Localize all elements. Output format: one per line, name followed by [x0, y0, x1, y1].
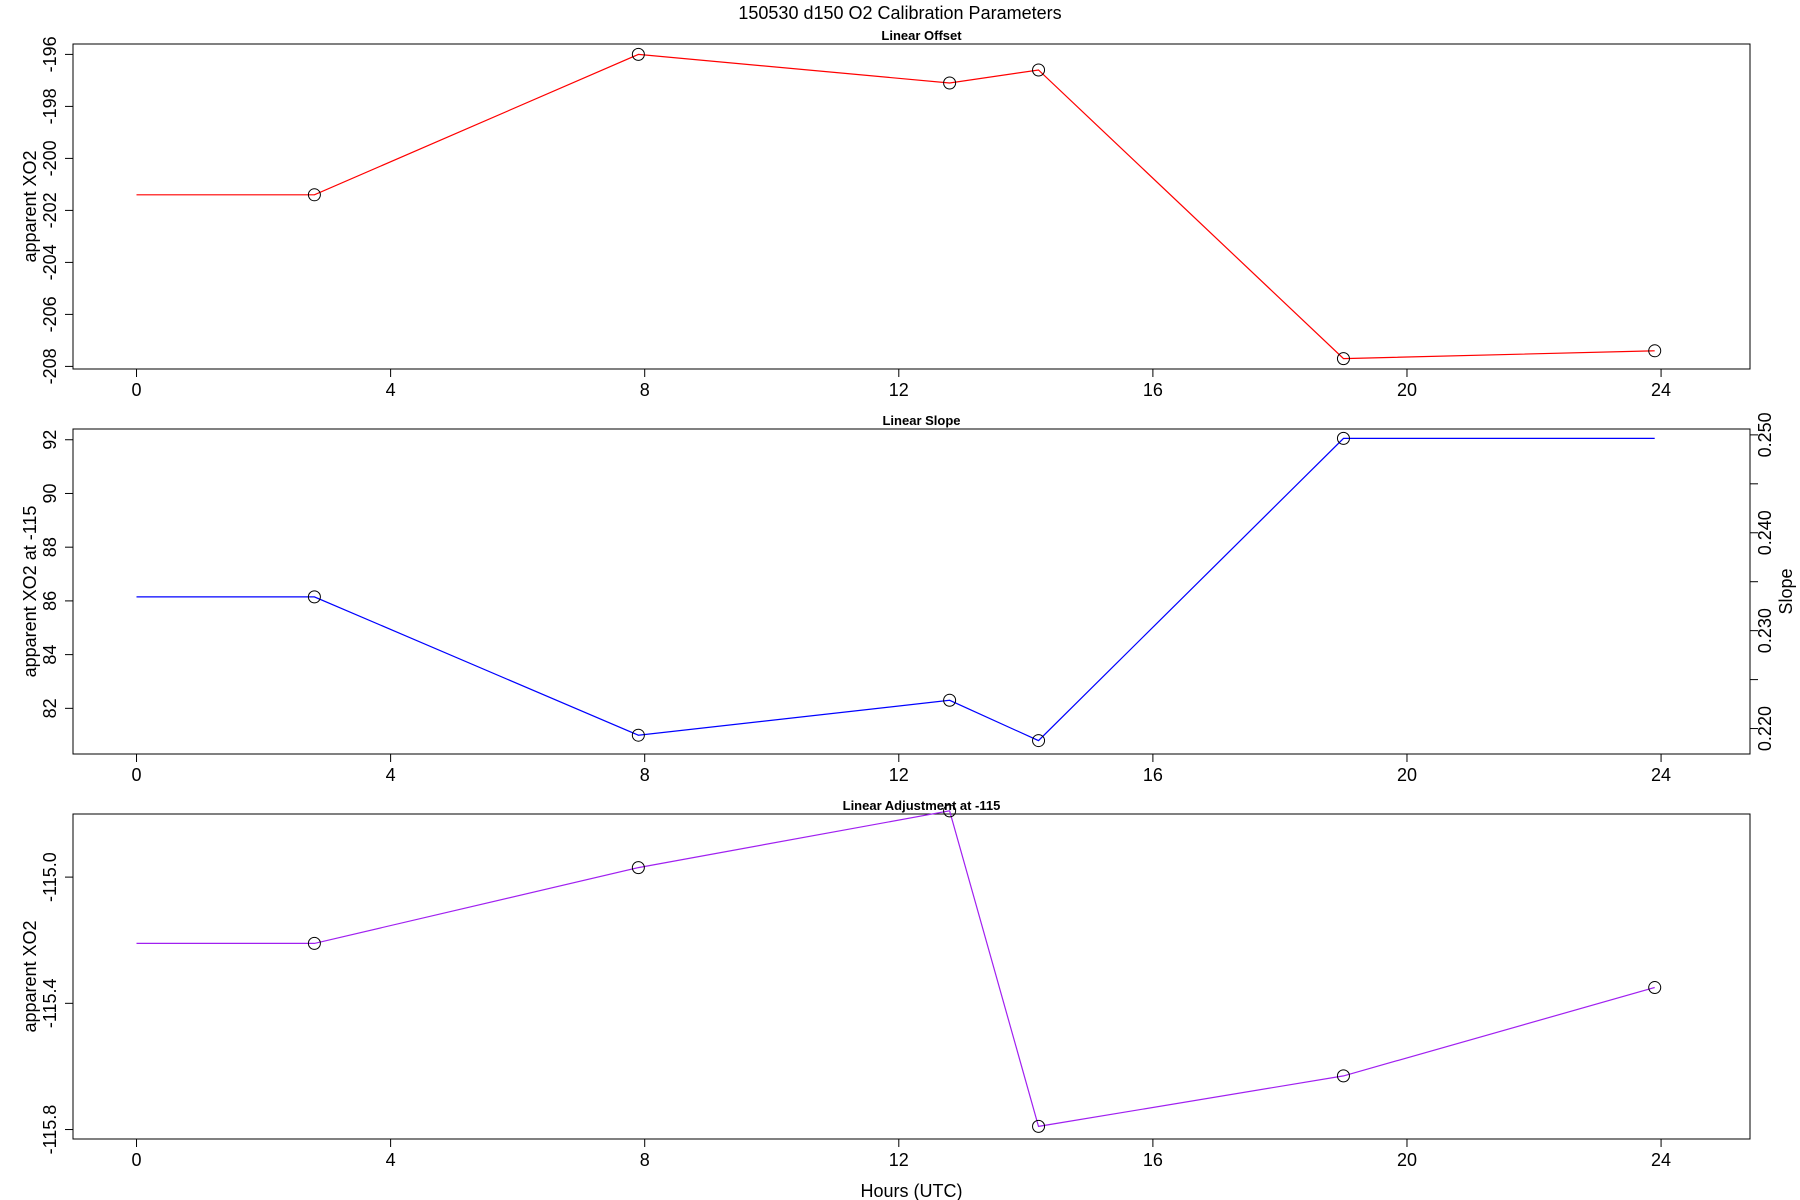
y-tick-label: -200: [40, 140, 60, 176]
y-axis-label: apparent XO2 at -115: [20, 506, 40, 678]
data-point: [307, 590, 321, 604]
x-axis-label: Hours (UTC): [861, 1181, 963, 1200]
series-line: [136, 437, 1655, 742]
y-tick-label: 84: [40, 645, 60, 665]
data-point: [1336, 352, 1350, 366]
x-tick-label: 16: [1143, 1150, 1163, 1170]
x-tick-label: 20: [1397, 1150, 1417, 1170]
y-tick-label: -204: [40, 244, 60, 280]
x-tick-label: 24: [1651, 1150, 1671, 1170]
series-line: [136, 53, 1655, 360]
data-point: [943, 804, 957, 818]
y-tick-label: -202: [40, 192, 60, 228]
plot-frame: [72, 813, 1751, 1140]
y-axis-label: apparent XO2: [20, 150, 40, 262]
x-tick-label: 8: [640, 1150, 650, 1170]
y2-tick-label: 0.250: [1755, 412, 1775, 457]
data-point: [631, 728, 645, 742]
x-tick-label: 12: [889, 380, 909, 400]
data-point: [1648, 344, 1662, 358]
x-tick-label: 20: [1397, 765, 1417, 785]
x-tick-label: 16: [1143, 765, 1163, 785]
x-tick-label: 24: [1651, 765, 1671, 785]
y-tick-label: -196: [40, 36, 60, 72]
panel-title: Linear Slope: [882, 413, 960, 428]
y-tick-label: -115.8: [40, 1105, 60, 1155]
y2-tick-label: 0.230: [1755, 608, 1775, 653]
panel-1: Linear Offset 0 4 8 12 16 20 24 -208 -206 -204 -202…: [20, 28, 1751, 400]
y-axis-label: apparent XO2: [20, 920, 40, 1032]
y-tick-label: 88: [40, 537, 60, 557]
data-point: [307, 936, 321, 950]
series-line: [136, 810, 1655, 1128]
data-point: [1648, 981, 1662, 995]
y-tick-label: 90: [40, 483, 60, 503]
figure-title: 150530 d150 O2 Calibration Parameters: [738, 3, 1061, 23]
data-point: [1336, 1069, 1350, 1083]
y-tick-label: -115.0: [40, 852, 60, 902]
data-point: [1032, 734, 1046, 748]
data-point: [631, 47, 645, 61]
panel-3: Linear Adjustment at -115 0 4 8 12 16 20 24 -115…: [20, 798, 1751, 1200]
y-tick-label: -115.4: [40, 978, 60, 1028]
y-tick-label: 86: [40, 591, 60, 611]
data-point: [1336, 431, 1350, 445]
x-tick-label: 12: [889, 1150, 909, 1170]
data-point: [943, 76, 957, 90]
data-point: [943, 693, 957, 707]
y2-axis-label: Slope: [1776, 568, 1796, 614]
y-tick-label: -208: [40, 348, 60, 384]
plot-frame: [72, 428, 1751, 755]
x-tick-label: 0: [132, 1150, 142, 1170]
x-tick-label: 4: [386, 380, 396, 400]
data-point: [631, 861, 645, 875]
x-tick-label: 4: [386, 765, 396, 785]
x-tick-label: 0: [132, 380, 142, 400]
y-tick-label: -206: [40, 296, 60, 332]
panels: Linear Offset 0 4 8 12 16 20 24 -208 -206 -204 -202…: [20, 28, 1796, 1200]
x-tick-label: 24: [1651, 380, 1671, 400]
panel-title: Linear Adjustment at -115: [843, 798, 1001, 813]
x-tick-label: 4: [386, 1150, 396, 1170]
panel-2: Linear Slope 0 4 8 12 16 20 24 82 84 86 88 90 92 appar…: [20, 412, 1796, 785]
y-tick-label: 82: [40, 698, 60, 718]
x-tick-label: 12: [889, 765, 909, 785]
x-tick-label: 8: [640, 765, 650, 785]
x-tick-label: 16: [1143, 380, 1163, 400]
data-point: [307, 188, 321, 202]
plot-frame: [72, 43, 1751, 370]
x-tick-label: 0: [132, 765, 142, 785]
y-tick-label: 92: [40, 430, 60, 450]
data-point: [1032, 1119, 1046, 1133]
panel-title: Linear Offset: [881, 28, 962, 43]
y-tick-label: -198: [40, 88, 60, 124]
data-point: [1032, 63, 1046, 77]
y2-tick-label: 0.220: [1755, 706, 1775, 751]
y2-tick-label: 0.240: [1755, 510, 1775, 555]
x-tick-label: 20: [1397, 380, 1417, 400]
x-tick-label: 8: [640, 380, 650, 400]
